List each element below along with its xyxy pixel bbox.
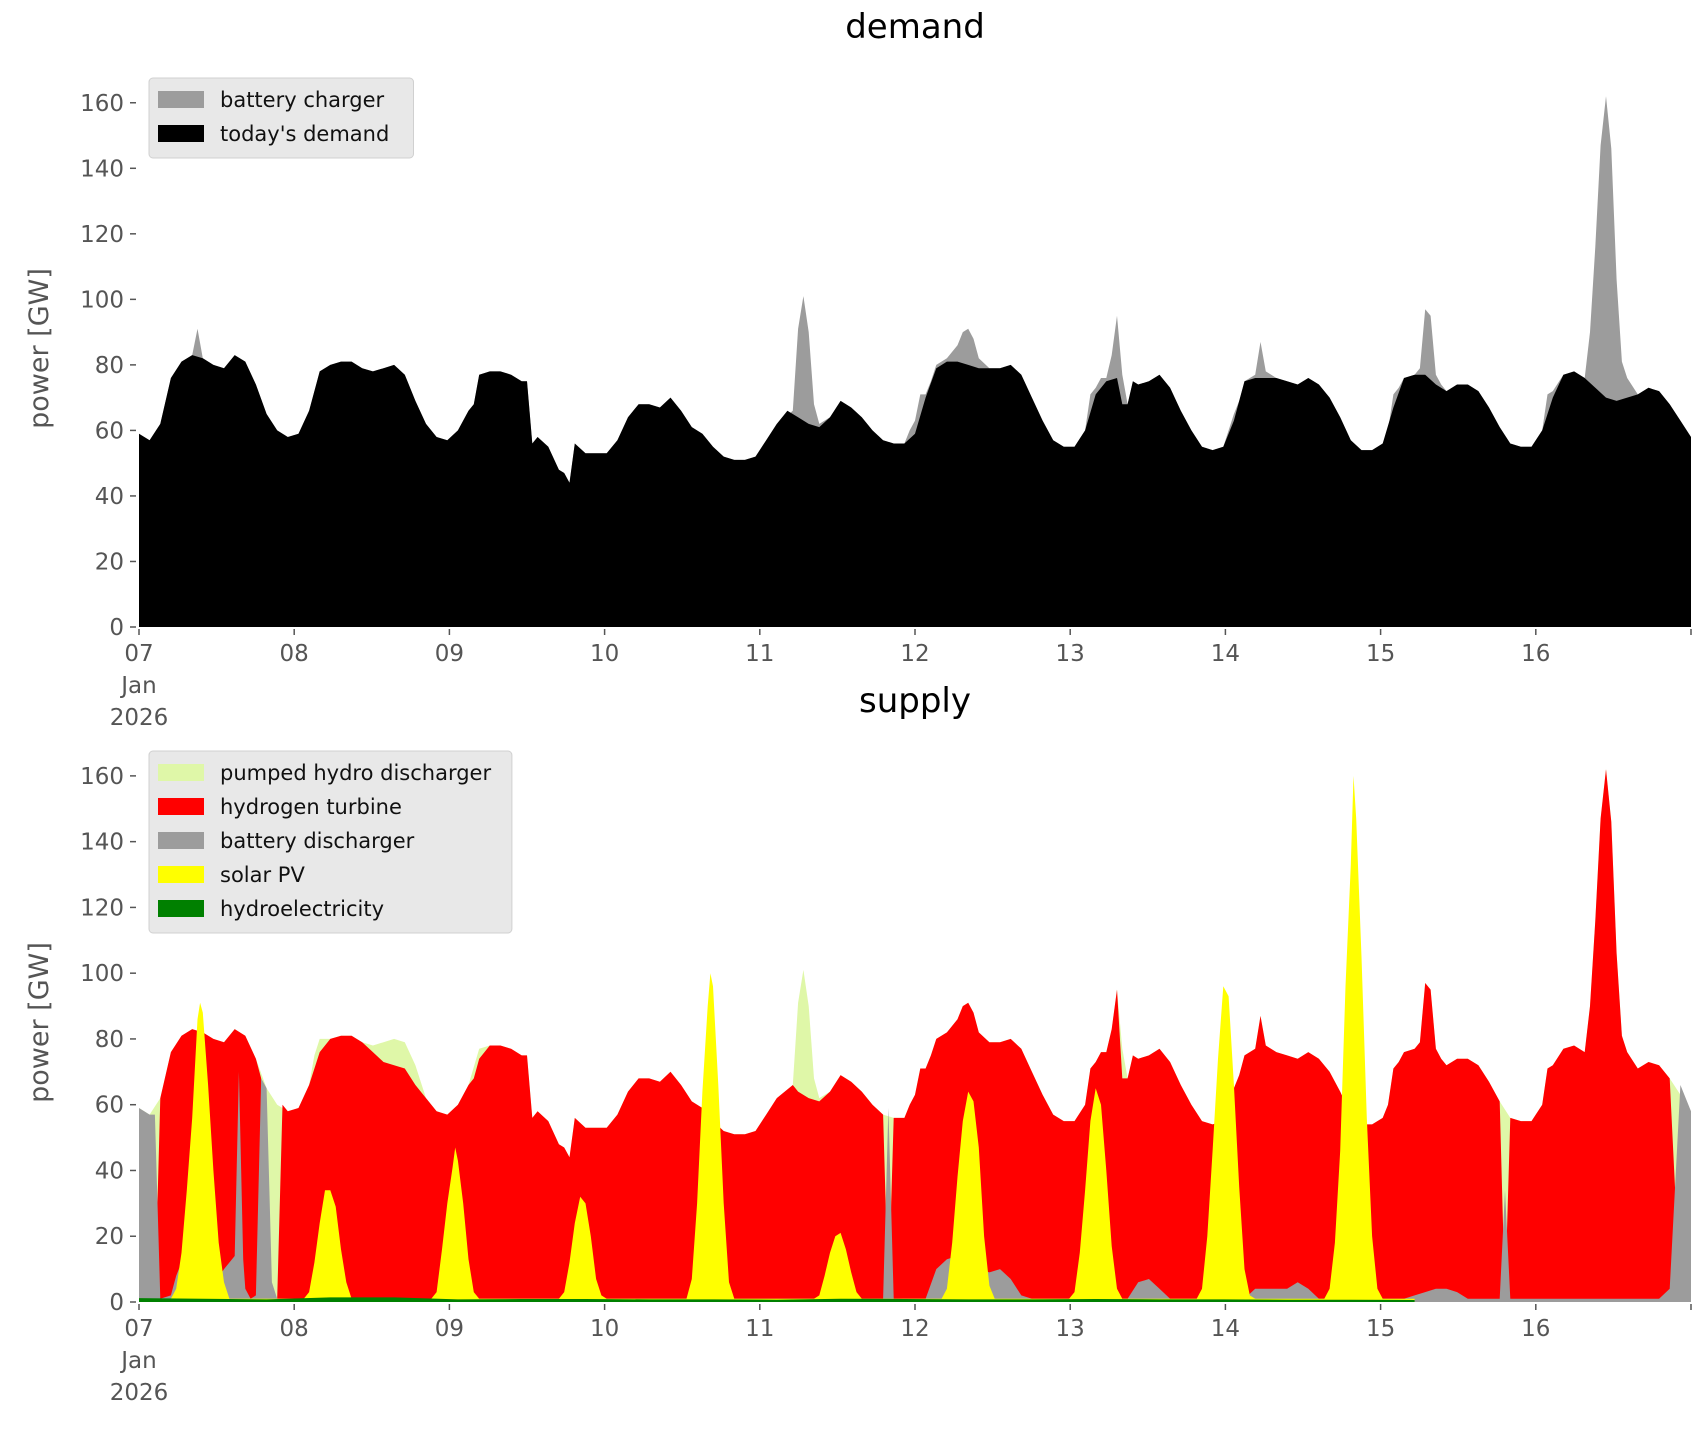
legend-label: battery charger [220, 88, 385, 112]
y-axis-label: power [GW] [24, 942, 55, 1103]
supply-area-hydrogen-turbine [139, 769, 1691, 1302]
supply-chart: 0 20 40 60 80 100 120 140 160 power [GW] 07 Jan 2026… [24, 681, 1692, 1406]
y-axis-label: power [GW] [24, 268, 55, 429]
x-tick-label: 16 [1521, 1316, 1550, 1342]
y-tick-label: 140 [80, 156, 124, 182]
supply-area-solar-pv [139, 775, 1415, 1302]
demand-areas [139, 96, 1691, 627]
x-tick-label: 15 [1366, 641, 1395, 667]
y-tick-label: 160 [80, 91, 124, 117]
legend-label: pumped hydro discharger [220, 761, 491, 785]
legend-swatch-hydrogen-turbine [158, 798, 204, 815]
x-tick-label: 07 [124, 641, 153, 667]
demand-legend: battery charger today's demand [148, 77, 414, 159]
y-tick-label: 100 [80, 287, 124, 313]
legend-box [148, 750, 513, 934]
x-tick-label: 14 [1211, 1316, 1240, 1342]
x-tick-label: 12 [900, 641, 929, 667]
x-tick-label: 09 [435, 641, 464, 667]
supply-area-hydroelectricity [139, 1297, 1415, 1302]
x-tick-label: 11 [745, 1316, 774, 1342]
x-tick-label: 2026 [110, 1380, 169, 1406]
y-tick-label: 40 [95, 484, 124, 510]
y-tick-label: 120 [80, 895, 124, 921]
y-tick-label: 0 [109, 1290, 124, 1316]
legend-swatch-today-s-demand [158, 125, 204, 142]
legend-swatch-pumped-hydro-discharger [158, 764, 204, 781]
supply-x-axis: 07 Jan 2026 08 09 10 11 12 13 14 15 16 [110, 1304, 1692, 1406]
x-tick-label: 08 [280, 1316, 309, 1342]
x-tick-label: 13 [1056, 1316, 1085, 1342]
x-tick-label: 10 [590, 1316, 619, 1342]
legend-swatch-hydroelectricity [158, 900, 204, 917]
y-tick-label: 20 [95, 549, 124, 575]
y-tick-label: 140 [80, 830, 124, 856]
supply-areas [139, 769, 1691, 1302]
legend-label: solar PV [220, 863, 305, 887]
demand-area-today-s-demand [139, 355, 1691, 627]
x-tick-label: 07 [124, 1316, 153, 1342]
y-tick-label: 60 [95, 1093, 124, 1119]
y-tick-label: 0 [109, 615, 124, 641]
demand-title: demand [845, 7, 985, 47]
legend-label: hydroelectricity [220, 897, 384, 921]
y-tick-label: 60 [95, 418, 124, 444]
y-tick-label: 20 [95, 1224, 124, 1250]
supply-legend: pumped hydro discharger hydrogen turbine b… [148, 750, 513, 934]
y-tick-label: 80 [95, 353, 124, 379]
supply-title: supply [859, 681, 971, 721]
x-tick-label: 2026 [110, 705, 169, 731]
demand-chart: 0 20 40 60 80 100 120 140 160 power [GW] 07 Jan 2026… [24, 7, 1692, 731]
legend-label: hydrogen turbine [220, 795, 402, 819]
x-tick-label: Jan [119, 673, 156, 699]
x-tick-label: 10 [590, 641, 619, 667]
y-tick-label: 80 [95, 1027, 124, 1053]
legend-box [148, 77, 414, 159]
x-tick-label: Jan [119, 1348, 156, 1374]
legend-label: today's demand [220, 122, 389, 146]
x-tick-label: 16 [1521, 641, 1550, 667]
y-tick-label: 160 [80, 764, 124, 790]
x-tick-label: 13 [1056, 641, 1085, 667]
x-tick-label: 12 [900, 1316, 929, 1342]
y-tick-label: 120 [80, 222, 124, 248]
legend-swatch-battery-discharger [158, 832, 204, 849]
x-tick-label: 11 [745, 641, 774, 667]
y-tick-label: 100 [80, 961, 124, 987]
x-tick-label: 15 [1366, 1316, 1395, 1342]
y-tick-label: 40 [95, 1158, 124, 1184]
x-tick-label: 14 [1211, 641, 1240, 667]
legend-label: battery discharger [220, 829, 415, 853]
demand-x-axis: 07 Jan 2026 08 09 10 11 12 13 14 15 16 [110, 629, 1692, 731]
supply-y-axis: 0 20 40 60 80 100 120 140 160 power [GW] [24, 764, 136, 1316]
legend-swatch-solar-pv [158, 866, 204, 883]
x-tick-label: 09 [435, 1316, 464, 1342]
legend-swatch-battery-charger [158, 91, 204, 108]
x-tick-label: 08 [280, 641, 309, 667]
demand-y-axis: 0 20 40 60 80 100 120 140 160 power [GW] [24, 91, 136, 641]
